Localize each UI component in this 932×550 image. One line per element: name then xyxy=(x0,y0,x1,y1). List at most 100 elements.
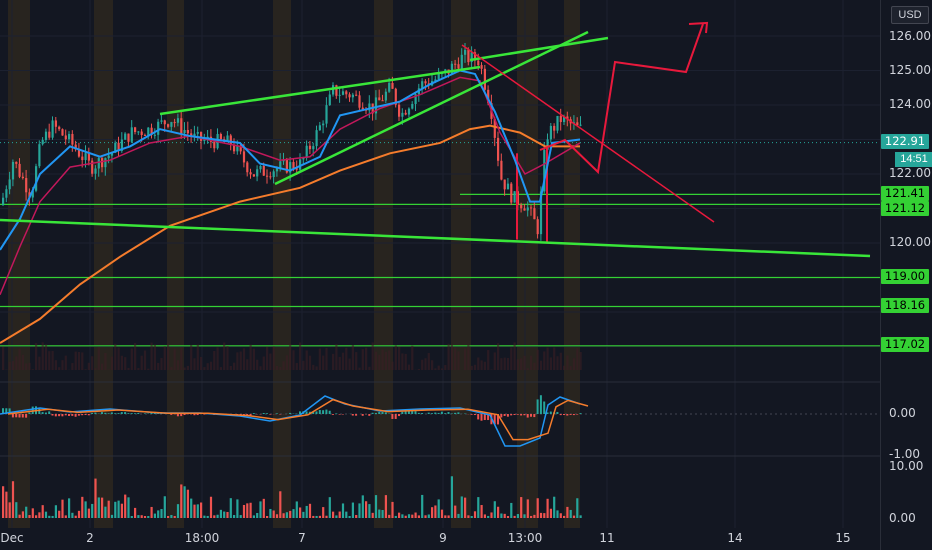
volume-bar xyxy=(506,515,510,518)
overlay-volume-bar xyxy=(213,350,216,370)
macd-histogram-bar xyxy=(447,412,450,414)
volume-bar xyxy=(68,498,71,518)
volume-bar xyxy=(203,515,206,518)
macd-histogram-bar xyxy=(150,412,153,414)
macd-histogram-bar xyxy=(404,410,407,414)
overlay-volume-bar xyxy=(114,343,117,370)
overlay-volume-bar xyxy=(434,368,437,370)
overlay-volume-bar xyxy=(223,342,226,370)
candle-body xyxy=(252,174,255,177)
overlay-volume-bar xyxy=(107,369,110,370)
candle-body xyxy=(335,85,338,96)
volume-bar xyxy=(302,511,305,518)
volume-bar xyxy=(173,515,176,518)
overlay-volume-bar xyxy=(345,347,348,370)
candle-body xyxy=(305,145,308,158)
overlay-volume-bar xyxy=(157,362,160,370)
macd-histogram-bar xyxy=(411,410,414,414)
volume-bar xyxy=(480,505,483,518)
overlay-volume-bar xyxy=(477,357,480,370)
macd-histogram-bar xyxy=(437,412,440,414)
volume-bar xyxy=(497,506,500,518)
candle-body xyxy=(361,107,364,110)
candle-body xyxy=(94,168,97,174)
overlay-volume-bar xyxy=(559,352,562,370)
macd-histogram-bar xyxy=(444,413,447,414)
candle-body xyxy=(549,125,552,140)
macd-histogram-bar xyxy=(124,412,127,414)
volume-bar xyxy=(236,499,239,518)
volume-bar xyxy=(434,505,437,518)
price-axis[interactable]: USD 126.00 125.00 124.00 122.91 14:51 12… xyxy=(880,0,932,550)
candle-body xyxy=(180,118,183,134)
overlay-volume-bar xyxy=(91,356,94,370)
level-label-121-41: 121.41 xyxy=(881,186,929,201)
volume-bar xyxy=(348,515,351,518)
overlay-volume-bar xyxy=(308,355,312,370)
overlay-volume-bar xyxy=(371,342,374,370)
macd-histogram-bar xyxy=(262,412,265,414)
overlay-volume-bar xyxy=(358,367,361,370)
volume-bar xyxy=(157,510,160,518)
overlay-volume-bar xyxy=(81,352,84,370)
macd-histogram-bar xyxy=(61,414,64,417)
overlay-volume-bar xyxy=(282,361,285,370)
overlay-volume-bar xyxy=(226,346,229,370)
macd-histogram-bar xyxy=(572,414,575,416)
overlay-volume-bar xyxy=(233,362,236,370)
volume-bar xyxy=(275,514,279,518)
macd-histogram-bar xyxy=(269,414,272,415)
candle-body xyxy=(58,126,61,130)
overlay-volume-bar xyxy=(450,344,453,370)
overlay-volume-bar xyxy=(361,349,364,370)
overlay-volume-bar xyxy=(196,344,199,370)
currency-button[interactable]: USD xyxy=(891,6,929,24)
overlay-volume-bar xyxy=(553,347,556,370)
volume-bar xyxy=(417,515,420,518)
volume-bar xyxy=(579,515,582,518)
macd-histogram-bar xyxy=(440,411,443,414)
volume-bar xyxy=(219,509,222,518)
volume-bar xyxy=(318,515,321,518)
time-label: 18:00 xyxy=(184,531,220,545)
overlay-volume-bar xyxy=(388,350,391,370)
support-trendline xyxy=(0,218,871,258)
time-label: 14 xyxy=(727,531,743,545)
overlay-volume-bar xyxy=(11,361,15,370)
overlay-volume-bar xyxy=(378,354,381,370)
bar-countdown: 14:51 xyxy=(895,152,932,167)
macd-histogram-bar xyxy=(28,412,31,414)
volume-bar xyxy=(259,501,262,518)
overlay-volume-bar xyxy=(533,362,536,370)
macd-histogram-bar xyxy=(513,414,516,415)
candle-body xyxy=(233,144,236,152)
volume-bar xyxy=(54,505,57,518)
overlay-volume-bar xyxy=(579,351,582,370)
volume-bar xyxy=(411,514,414,518)
time-axis[interactable]: Dec 2 18:00 7 9 13:00 11 14 15 xyxy=(0,528,880,550)
volume-bar xyxy=(117,500,120,518)
macd-histogram-bar xyxy=(203,414,206,415)
macd-histogram-bar xyxy=(44,412,47,414)
overlay-volume-bar xyxy=(15,356,18,370)
overlay-volume-bar xyxy=(110,356,114,370)
overlay-volume-bar xyxy=(183,367,186,370)
macd-histogram-bar xyxy=(480,414,483,421)
volume-bar xyxy=(576,498,579,518)
macd-histogram-bar xyxy=(305,411,308,414)
overlay-volume-bar xyxy=(572,358,576,370)
overlay-volume-bar xyxy=(137,368,140,370)
volume-bar xyxy=(322,507,325,518)
volume-bar xyxy=(114,501,117,518)
candle-body xyxy=(414,94,417,104)
chart-canvas[interactable] xyxy=(0,0,880,550)
volume-bar xyxy=(437,499,440,518)
volume-bar xyxy=(454,505,457,518)
candle-body xyxy=(31,190,34,198)
candle-body xyxy=(153,134,156,136)
volume-bar xyxy=(183,486,186,518)
macd-histogram-bar xyxy=(536,399,539,414)
volume-bar xyxy=(378,509,381,518)
overlay-volume-bar xyxy=(25,363,28,370)
